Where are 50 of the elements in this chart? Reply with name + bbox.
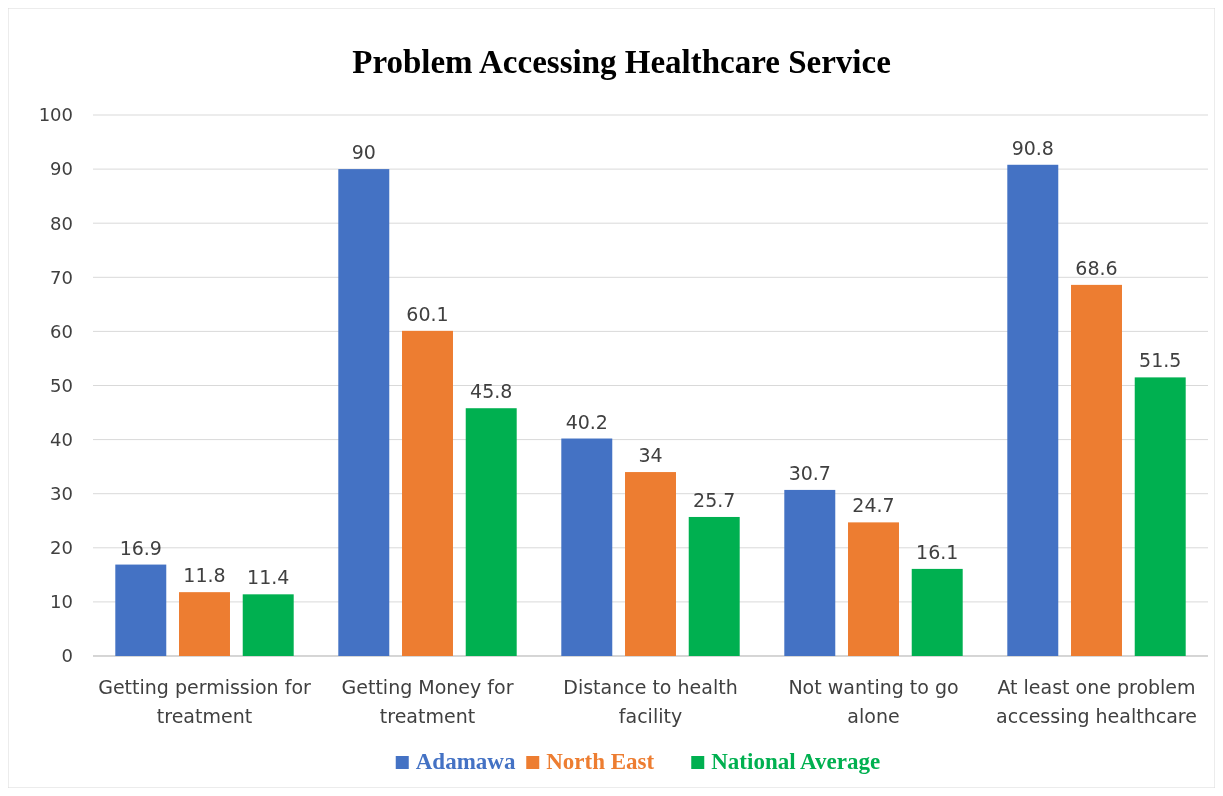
bar [625,472,676,656]
data-label: 16.9 [119,536,162,559]
y-tick-label: 50 [50,374,73,396]
legend-label: National Average [711,749,881,774]
data-label: 40.2 [565,410,608,433]
x-tick-label: Distance to health facility [563,676,738,727]
bar [848,522,899,656]
data-label: 16.1 [916,540,959,563]
y-tick-label: 70 [50,266,73,288]
data-label: 60.1 [406,302,449,325]
bar [911,568,963,656]
bar [402,330,453,656]
data-label: 11.4 [247,566,290,589]
legend-label: Adamawa [415,749,516,774]
x-tick-label: Getting Money for treatment [341,676,514,727]
y-tick-label: 0 [61,645,73,667]
bar [115,564,167,656]
bar [179,592,230,656]
y-tick-label: 80 [50,212,73,234]
bar [1007,164,1059,656]
data-label: 24.7 [852,494,895,517]
data-label: 45.8 [470,380,513,403]
data-label: 34 [638,444,663,467]
x-tick-label: At least one problem accessing healthcare [996,676,1197,727]
y-tick-label: 60 [50,320,73,342]
data-label: 30.7 [788,461,831,484]
bar [1071,284,1122,656]
data-label: 51.5 [1139,349,1182,372]
x-tick-label: Not wanting to go alone [788,676,959,727]
y-tick-label: 30 [50,483,73,504]
data-label: 11.8 [183,564,226,587]
x-tick-label: Getting permission for treatment [98,676,312,727]
y-tick-label: 100 [38,104,73,126]
bar [338,169,390,656]
chart-title: Problem Accessing Healthcare Service [352,44,891,80]
y-tick-label: 10 [50,591,73,613]
data-label: 90 [351,141,376,164]
bar [688,516,740,656]
bar [465,408,517,656]
bar [1134,377,1186,656]
bar [561,438,613,656]
data-label: 90.8 [1011,136,1054,159]
bar [784,489,836,656]
legend-label: North East [546,749,655,774]
bar [242,594,294,656]
y-tick-label: 90 [50,158,73,180]
data-label: 25.7 [693,488,736,511]
y-tick-label: 40 [50,428,73,450]
data-label: 68.6 [1075,256,1118,279]
y-tick-label: 20 [50,537,73,559]
